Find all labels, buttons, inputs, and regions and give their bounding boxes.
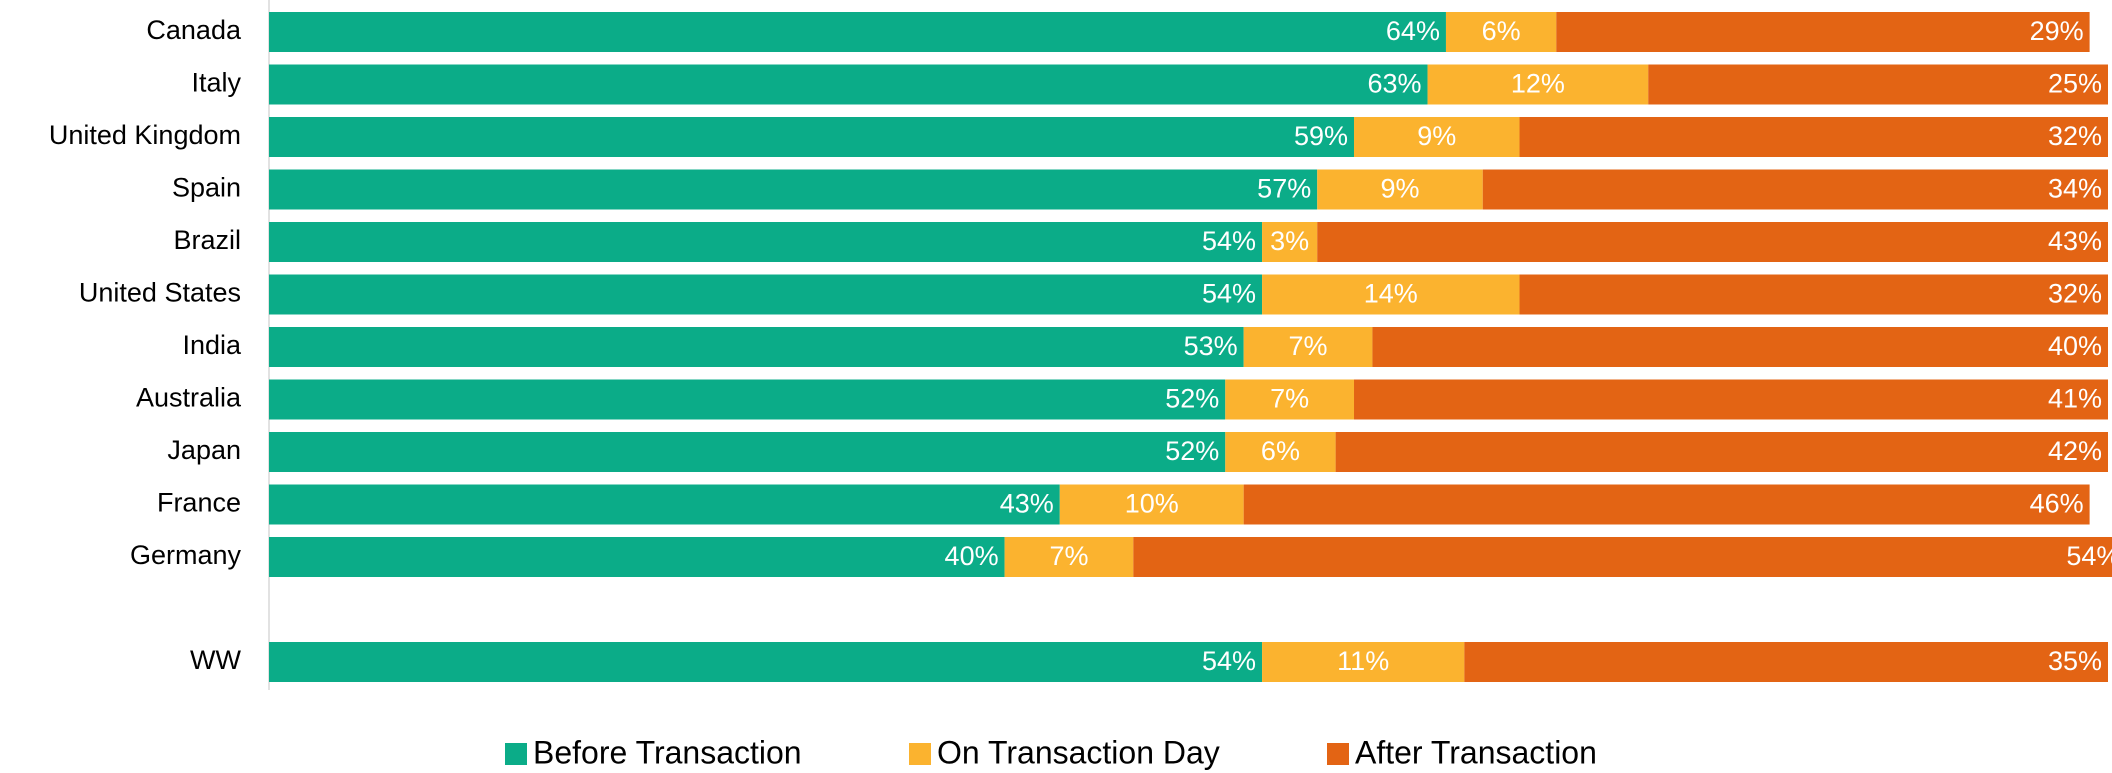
bar-segment [1004, 537, 1134, 577]
data-label: 7% [1049, 541, 1088, 571]
bar-segment [1372, 327, 2108, 367]
data-label: 54% [2066, 541, 2112, 571]
bar-segment [269, 274, 1263, 315]
legend-swatch [909, 743, 931, 765]
data-label: 53% [1184, 331, 1238, 361]
bar-segment [1243, 484, 2090, 525]
data-label: 57% [1257, 174, 1311, 204]
legend-label: After Transaction [1355, 734, 1597, 770]
bar-segment [269, 222, 1263, 262]
data-label: 14% [1364, 279, 1418, 309]
y-tick-label: Brazil [173, 225, 241, 255]
data-label: 54% [1202, 646, 1256, 676]
y-tick-label: France [157, 488, 241, 518]
bar-segment [1464, 642, 2108, 682]
bar-segment [269, 64, 1428, 105]
bar-segment [269, 117, 1355, 157]
data-label: 9% [1417, 121, 1456, 151]
legend-label: Before Transaction [533, 734, 802, 770]
bar-segment [1354, 117, 1520, 157]
data-label: 29% [2030, 16, 2084, 46]
data-label: 41% [2048, 384, 2102, 414]
data-label: 54% [1202, 279, 1256, 309]
bar-segment [1243, 327, 1373, 367]
bar-segment [1225, 432, 1336, 472]
data-label: 25% [2048, 69, 2102, 99]
y-tick-label: United States [79, 278, 241, 308]
data-label: 7% [1289, 331, 1328, 361]
legend-swatch [505, 743, 527, 765]
data-label: 64% [1386, 16, 1440, 46]
data-label: 9% [1380, 174, 1419, 204]
bar-segment [1335, 432, 2108, 472]
bar-segment [269, 12, 1446, 52]
bar-segment [269, 169, 1318, 210]
bar-segment [269, 327, 1244, 367]
bar-segment [1482, 169, 2108, 210]
bar-segment [269, 484, 1060, 525]
y-tick-label: United Kingdom [49, 120, 241, 150]
bar-segment [1317, 169, 1483, 210]
y-tick-label: Germany [130, 540, 242, 570]
data-label: 32% [2048, 279, 2102, 309]
data-label: 6% [1482, 16, 1521, 46]
data-label: 6% [1261, 436, 1300, 466]
data-label: 54% [1202, 226, 1256, 256]
bar-segment [1519, 274, 2108, 315]
bar-segment [1133, 537, 2112, 577]
legend-label: On Transaction Day [937, 734, 1220, 770]
data-label: 43% [2048, 226, 2102, 256]
bar-segment [1519, 117, 2108, 157]
bar-segment [269, 432, 1226, 472]
y-tick-label: Japan [167, 435, 241, 465]
data-label: 52% [1165, 384, 1219, 414]
data-label: 32% [2048, 121, 2102, 151]
bar-segment [1262, 274, 1520, 315]
bar-segment [1059, 484, 1244, 525]
legend-swatch [1327, 743, 1349, 765]
data-label: 40% [2048, 331, 2102, 361]
data-label: 10% [1125, 489, 1179, 519]
data-label: 3% [1270, 226, 1309, 256]
bar-segment [1648, 64, 2108, 105]
data-label: 42% [2048, 436, 2102, 466]
y-tick-label: Australia [136, 383, 242, 413]
bar-segment [1354, 379, 2108, 420]
y-tick-label: Italy [191, 68, 241, 98]
y-tick-label: Spain [172, 173, 241, 203]
bar-segment [1556, 12, 2090, 52]
data-label: 11% [1337, 646, 1389, 676]
bar-segment [1262, 642, 1465, 682]
bar-segment [1225, 379, 1355, 420]
y-tick-label: India [182, 330, 242, 360]
bar-segment [1427, 64, 1649, 105]
data-label: 35% [2048, 646, 2102, 676]
bar-segment [269, 537, 1005, 577]
bar-segment [269, 642, 1263, 682]
data-label: 59% [1294, 121, 1348, 151]
bar-segment [1445, 12, 1557, 52]
data-label: 40% [945, 541, 999, 571]
y-tick-label: WW [190, 645, 241, 675]
bar-segment [1317, 222, 2108, 262]
data-label: 46% [2030, 489, 2084, 519]
data-label: 43% [1000, 489, 1054, 519]
y-tick-label: Canada [146, 15, 242, 45]
data-label: 7% [1270, 384, 1309, 414]
data-label: 63% [1368, 69, 1422, 99]
data-label: 52% [1165, 436, 1219, 466]
data-label: 12% [1511, 69, 1565, 99]
bar-segment [269, 379, 1226, 420]
bar-segment [1262, 222, 1318, 262]
data-label: 34% [2048, 174, 2102, 204]
